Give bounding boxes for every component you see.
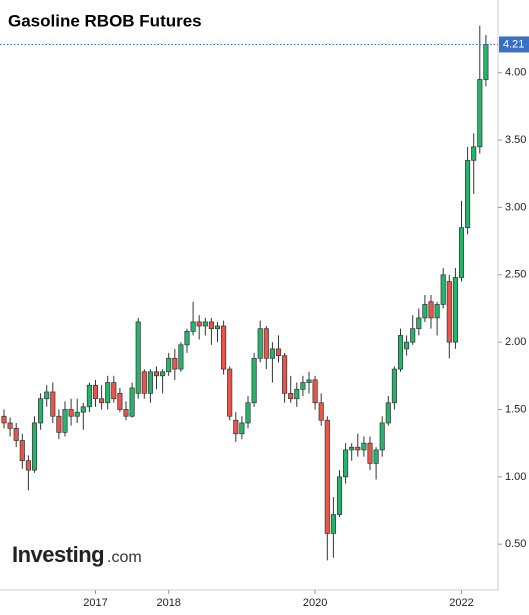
y-tick-label: 3.50 xyxy=(505,134,526,146)
candle-body xyxy=(7,422,13,429)
candle-body xyxy=(208,321,214,330)
candle-body xyxy=(251,357,257,404)
candle-body xyxy=(349,446,355,451)
candle-body xyxy=(196,321,202,327)
candle-body xyxy=(452,277,458,343)
candle-body xyxy=(312,379,318,404)
x-tick-label: 2020 xyxy=(303,597,327,609)
candle-body xyxy=(471,146,477,161)
candle-body xyxy=(74,411,80,417)
candle-body xyxy=(422,304,428,319)
candle-body xyxy=(141,371,147,394)
y-tick-label: 1.50 xyxy=(505,403,526,415)
candle-body xyxy=(404,341,410,350)
candle-body xyxy=(477,79,483,148)
candle-body xyxy=(153,371,160,377)
y-tick-label: 2.50 xyxy=(505,269,526,281)
candle-body xyxy=(19,440,25,462)
candle-body xyxy=(160,371,166,377)
watermark-suffix: .com xyxy=(107,549,142,566)
candle-body xyxy=(56,415,62,433)
candle-body xyxy=(465,159,471,228)
candle-body xyxy=(62,409,68,433)
candle-body xyxy=(202,321,208,327)
candle-body xyxy=(306,379,312,383)
last-price-tag xyxy=(499,36,529,53)
candle-body xyxy=(336,476,343,515)
candle-body xyxy=(324,419,330,534)
candle-body xyxy=(373,449,379,464)
candle-body xyxy=(184,331,190,346)
candle-body xyxy=(300,382,306,390)
candle-body xyxy=(440,274,446,305)
candle-body xyxy=(117,392,123,410)
candle-body xyxy=(166,357,172,373)
candle-body xyxy=(410,328,416,343)
candle-body xyxy=(92,384,99,400)
candle-body xyxy=(135,321,141,394)
candle-body xyxy=(190,321,196,332)
candle-body xyxy=(391,368,397,404)
candle-body xyxy=(288,392,294,400)
candle-body xyxy=(221,325,227,370)
last-price-label: 4.21 xyxy=(503,38,524,50)
candle-body xyxy=(50,391,56,417)
candle-body xyxy=(239,422,245,435)
candle-body xyxy=(367,442,373,464)
candle-body xyxy=(257,328,263,359)
candle-body xyxy=(434,304,440,319)
candle-body xyxy=(385,402,391,424)
y-tick-label: 0.50 xyxy=(505,538,526,550)
candle-body xyxy=(99,398,105,404)
y-tick-label: 1.00 xyxy=(505,471,526,483)
candle-body xyxy=(343,449,349,478)
chart-title: Gasoline RBOB Futures xyxy=(8,11,202,30)
candle-body xyxy=(275,348,282,356)
candle-body xyxy=(25,460,31,471)
candle-body xyxy=(245,402,251,424)
candle-body xyxy=(330,514,336,534)
candle-body xyxy=(379,422,385,451)
candle-body xyxy=(38,398,44,424)
candle-body xyxy=(269,348,275,359)
watermark: Investing xyxy=(12,542,104,567)
x-tick-label: 2018 xyxy=(156,597,180,609)
candle-body xyxy=(428,301,434,319)
candle-body xyxy=(233,419,239,435)
candle-body xyxy=(147,371,153,394)
candle-body xyxy=(361,442,367,451)
candle-body xyxy=(446,281,452,343)
candle-body xyxy=(263,328,269,359)
candle-body xyxy=(80,406,86,413)
y-tick-label: 4.00 xyxy=(505,67,526,79)
x-tick-label: 2022 xyxy=(449,597,473,609)
candle-body xyxy=(355,446,361,451)
candle-body xyxy=(68,409,74,417)
y-tick-label: 3.00 xyxy=(505,201,526,213)
candle-body xyxy=(1,415,7,424)
candle-body xyxy=(172,357,178,370)
candle-body xyxy=(129,387,135,417)
candle-body xyxy=(483,44,489,80)
candle-body xyxy=(282,355,288,394)
candle-body xyxy=(44,391,50,400)
candle-body xyxy=(86,384,92,408)
candle-body xyxy=(227,368,233,417)
candle-body xyxy=(123,409,129,417)
candle-body xyxy=(416,317,422,330)
candle-body xyxy=(318,402,324,421)
y-tick-label: 2.00 xyxy=(505,336,526,348)
candle-body xyxy=(111,382,117,400)
candle-body xyxy=(397,335,404,370)
candle-body xyxy=(13,428,19,441)
candle-body xyxy=(178,344,184,370)
candle-body xyxy=(458,227,465,278)
candle-body xyxy=(105,382,111,404)
candle-body xyxy=(214,325,221,330)
candle-body xyxy=(294,388,300,400)
candle-body xyxy=(31,422,38,471)
x-tick-label: 2017 xyxy=(83,597,107,609)
